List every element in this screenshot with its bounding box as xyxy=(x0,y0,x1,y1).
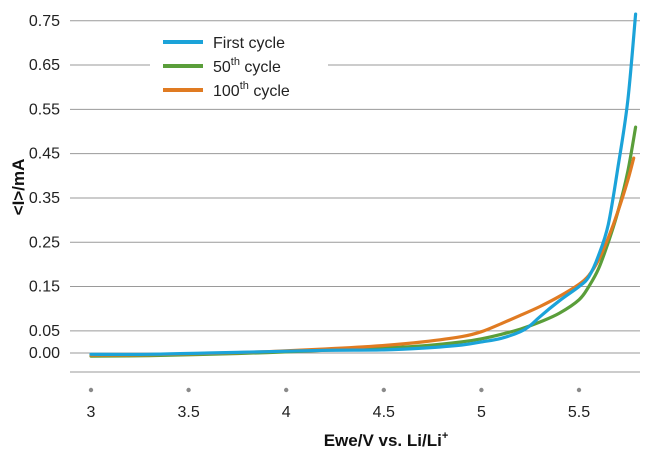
x-tick-label: 3.5 xyxy=(177,404,199,421)
x-tick-label: 5.5 xyxy=(568,404,590,421)
x-tick-mark xyxy=(88,387,94,393)
legend-label: 50th cycle xyxy=(213,56,281,76)
y-tick-label: 0.25 xyxy=(29,234,60,251)
y-tick-label: 0.00 xyxy=(29,345,60,362)
legend: First cycle 50th cycle 100th cycle xyxy=(150,28,328,106)
y-tick-label: 0.05 xyxy=(29,323,60,340)
series-line-1 xyxy=(89,12,638,357)
series-lines xyxy=(89,12,638,358)
series-line-2 xyxy=(89,125,638,358)
y-tick-label: 0.15 xyxy=(29,279,60,296)
x-tick-labels: 3 3.5 4 4.5 5 5.5 xyxy=(87,387,590,421)
y-tick-label: 0.45 xyxy=(29,146,60,163)
x-tick-mark xyxy=(381,387,386,393)
y-tick-label: 0.65 xyxy=(29,57,60,74)
x-tick-mark xyxy=(284,387,289,393)
y-tick-labels: 0.75 0.65 0.55 0.45 0.35 0.25 0.15 0.05 0.00 xyxy=(29,13,60,362)
x-tick-mark xyxy=(186,387,191,393)
x-tick-label: 3 xyxy=(87,404,96,421)
series-line-3 xyxy=(89,156,636,357)
legend-label: 100th cycle xyxy=(213,80,290,100)
x-tick-label: 5 xyxy=(477,404,486,421)
x-tick-mark xyxy=(479,387,484,393)
x-tick-mark xyxy=(576,387,582,393)
x-axis-title: Ewe/V vs. Li/Li+ xyxy=(324,430,449,450)
x-tick-label: 4.5 xyxy=(373,404,395,421)
y-axis-title: <I>/mA xyxy=(9,159,28,216)
x-axis-title-main: Ewe/V vs. Li/Li xyxy=(324,431,442,450)
y-tick-label: 0.75 xyxy=(29,13,60,30)
x-tick-label: 4 xyxy=(282,404,291,421)
legend-label: First cycle xyxy=(213,35,285,52)
y-tick-label: 0.55 xyxy=(29,101,60,118)
x-axis-title-sup: + xyxy=(442,430,448,442)
y-tick-label: 0.35 xyxy=(29,190,60,207)
